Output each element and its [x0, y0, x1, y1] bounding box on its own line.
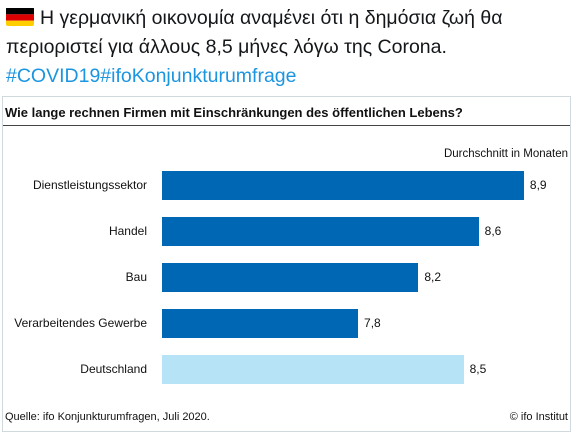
- bar: [162, 309, 359, 338]
- bar: [162, 355, 464, 384]
- hashtag-covid19[interactable]: #COVID19: [6, 65, 101, 87]
- value-label: 8,9: [529, 178, 547, 192]
- value-label: 8,2: [424, 270, 442, 284]
- tweet-text: Η γερμανική οικονομία αναμένει ότι η δημ…: [6, 4, 566, 91]
- credit-note: © ifo Institut: [509, 411, 568, 423]
- bar: [162, 217, 479, 246]
- bar: [162, 263, 419, 292]
- category-label: Handel: [108, 224, 147, 238]
- bar: [162, 171, 524, 200]
- value-label: 7,8: [364, 316, 381, 330]
- category-label: Bau: [125, 270, 147, 284]
- germany-flag-icon: [6, 7, 34, 26]
- value-label: 8,5: [469, 362, 487, 376]
- chart-image[interactable]: Wie lange rechnen Firmen mit Einschränku…: [2, 96, 571, 432]
- category-label: Deutschland: [80, 362, 147, 376]
- tweet-body: Η γερμανική οικονομία αναμένει ότι η δημ…: [6, 7, 503, 58]
- unit-label: Durchschnitt in Monaten: [443, 148, 568, 160]
- value-label: 8,6: [484, 224, 502, 238]
- chart-title: Wie lange rechnen Firmen mit Einschränku…: [5, 105, 463, 120]
- title-divider: [3, 125, 570, 126]
- category-label: Verarbeitendes Gewerbe: [14, 316, 147, 330]
- hashtag-ifokonjunkturumfrage[interactable]: #ifoKonjunkturumfrage: [100, 65, 297, 87]
- category-label: Dienstleistungssektor: [32, 178, 147, 192]
- source-note: Quelle: ifo Konjunkturumfragen, Juli 202…: [5, 411, 210, 423]
